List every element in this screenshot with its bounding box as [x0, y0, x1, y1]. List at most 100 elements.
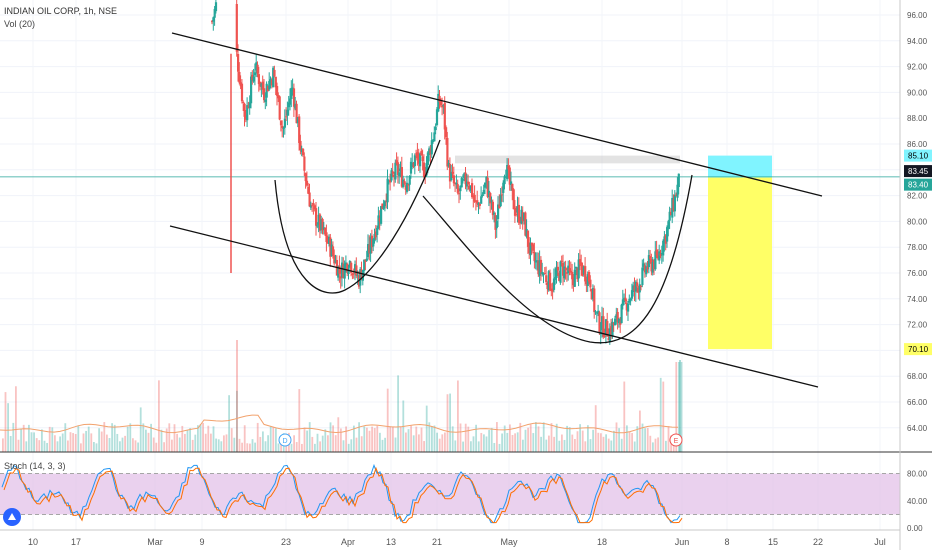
candle-body — [446, 137, 449, 167]
candle-body — [604, 319, 608, 335]
volume-bar — [561, 434, 563, 452]
volume-bar — [623, 381, 626, 452]
candle-body — [627, 303, 630, 312]
candle-body — [253, 72, 257, 76]
volume-bar — [379, 432, 381, 452]
tradingview-logo-icon[interactable] — [3, 508, 21, 526]
candle-body — [606, 320, 609, 337]
time-tick-label: 23 — [281, 537, 291, 547]
candle-body — [242, 101, 245, 104]
volume-bar — [470, 441, 472, 452]
candle-body — [398, 172, 401, 177]
volume-bar — [399, 426, 402, 452]
time-tick-label: Jul — [874, 537, 886, 547]
volume-bar — [202, 422, 204, 452]
candle-body — [324, 228, 327, 235]
volume-bar — [228, 395, 230, 452]
volume-bar — [644, 428, 646, 452]
volume-bar — [95, 443, 98, 452]
stop-zone — [708, 177, 772, 350]
price-axis[interactable]: 96.0094.0092.0090.0088.0086.0084.0082.00… — [904, 11, 932, 533]
candle-body — [389, 179, 392, 183]
price-tick-label: 92.00 — [907, 63, 928, 72]
time-tick-label: 15 — [768, 537, 778, 547]
volume-bar — [181, 425, 184, 452]
candle-body — [603, 335, 606, 337]
volume-bar — [155, 442, 158, 452]
candle-body — [378, 217, 381, 222]
event-marker-label: D — [282, 438, 287, 445]
candle-body — [500, 194, 504, 196]
candle-body — [502, 182, 505, 193]
volume-bar — [223, 435, 225, 452]
candle-body — [677, 173, 680, 187]
candle-body — [415, 153, 418, 155]
candle-body — [675, 194, 678, 197]
candle-body — [504, 176, 507, 178]
candle-body — [545, 275, 548, 283]
volume-bar — [506, 432, 509, 452]
price-tag — [904, 343, 932, 356]
resistance-zone — [455, 155, 680, 164]
candle-body — [376, 227, 379, 235]
volume-bar — [441, 434, 444, 452]
time-axis[interactable]: 10 17 Mar 9 23 Apr 13 21 May 18 Jun 8 15 22 Jul — [28, 537, 886, 547]
volume-bar — [545, 439, 548, 452]
volume-bar — [298, 389, 301, 452]
candle-body — [294, 103, 297, 109]
volume-bar — [204, 433, 207, 452]
candle-body — [543, 273, 546, 275]
volume-bar — [662, 381, 665, 452]
candle-body — [508, 167, 511, 185]
candle-body — [317, 214, 320, 225]
candle-body — [621, 299, 624, 306]
volume-bar — [316, 433, 319, 452]
candle-body — [659, 253, 662, 256]
volume-bar — [347, 443, 350, 452]
volume-bar — [22, 424, 25, 452]
candle-body — [305, 180, 309, 186]
volume-bar — [376, 425, 379, 452]
candle-body — [347, 270, 350, 274]
volume-bar — [607, 438, 610, 452]
volume-bar — [373, 428, 376, 452]
volume-bar — [600, 433, 602, 452]
trend-drawings[interactable] — [169, 32, 823, 388]
volume-bar — [189, 428, 191, 452]
candle-body — [616, 311, 619, 323]
volume-bar — [342, 440, 345, 452]
candle-body — [300, 149, 303, 152]
volume-bar — [303, 427, 306, 452]
candle-body — [554, 277, 557, 280]
volume-bar — [384, 437, 386, 452]
volume-bar — [178, 437, 181, 452]
candle-body — [330, 244, 333, 257]
candle-body — [595, 312, 598, 314]
candle-body — [573, 269, 576, 287]
lower-channel-line — [169, 225, 819, 388]
candle-body — [575, 266, 578, 269]
candle-body — [363, 259, 366, 271]
candle-body — [343, 263, 346, 279]
volume-bar — [165, 428, 168, 452]
time-tick-label: Jun — [675, 537, 690, 547]
candle-body — [338, 265, 341, 274]
candle-body — [472, 195, 475, 198]
candle-body — [251, 74, 254, 81]
candle-body — [513, 207, 517, 216]
price-tick-label: 64.00 — [907, 424, 928, 433]
candle-body — [602, 316, 605, 337]
candle-body — [286, 109, 289, 116]
volume-bar — [262, 431, 264, 452]
candle-body — [601, 316, 604, 331]
candle-body — [634, 281, 637, 292]
volume-bar — [511, 434, 514, 452]
candle-body — [647, 255, 650, 268]
candle-body — [356, 275, 359, 277]
candle-body — [250, 76, 253, 104]
volume-bar — [126, 426, 129, 452]
candle-body — [235, 4, 238, 52]
candle-body — [407, 184, 410, 186]
